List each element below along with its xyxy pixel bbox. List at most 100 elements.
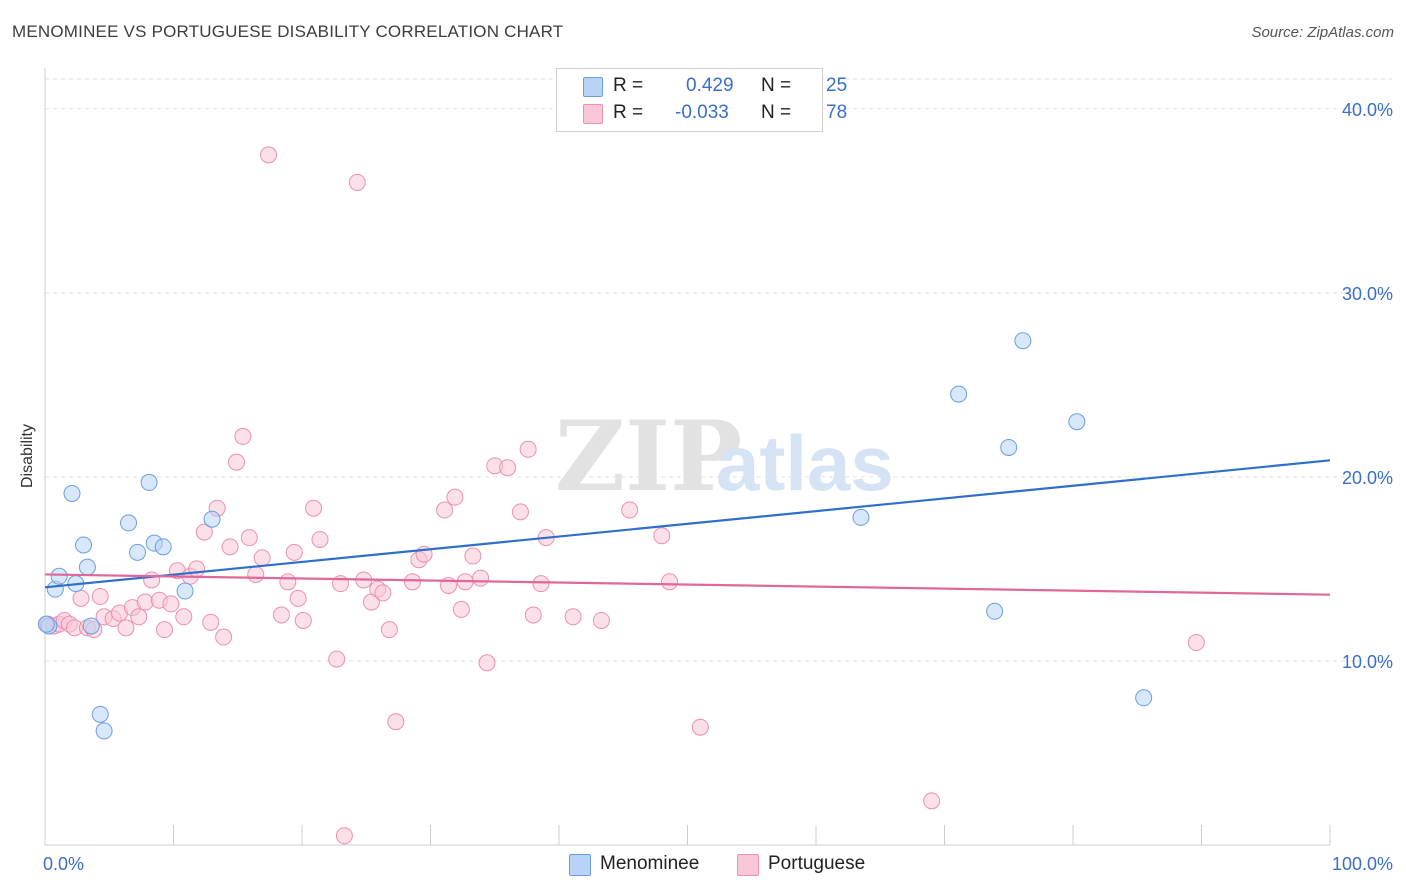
menominee-trend-line xyxy=(44,459,1331,589)
menominee-point xyxy=(91,705,109,723)
portuguese-point xyxy=(143,571,161,589)
menominee-point xyxy=(129,543,147,561)
portuguese-swatch xyxy=(583,104,603,124)
chart-title: MENOMINEE VS PORTUGUESE DISABILITY CORRE… xyxy=(12,22,564,41)
axes xyxy=(44,68,1331,846)
portuguese-point xyxy=(446,488,464,506)
n-label: N = xyxy=(761,75,792,96)
portuguese-point xyxy=(272,606,290,624)
portuguese-point xyxy=(524,606,542,624)
portuguese-point xyxy=(621,501,639,519)
trend-lines xyxy=(44,459,1331,596)
portuguese-point xyxy=(136,593,154,611)
n-value-menominee: 25 xyxy=(826,75,848,96)
portuguese-point xyxy=(387,713,405,731)
portuguese-point xyxy=(691,718,709,736)
portuguese-point xyxy=(404,573,422,591)
portuguese-point xyxy=(175,608,193,626)
portuguese-point xyxy=(472,569,490,587)
portuguese-point xyxy=(653,527,671,545)
menominee-point xyxy=(1000,438,1018,456)
r-value-portuguese: -0.033 xyxy=(675,102,729,123)
portuguese-point xyxy=(436,501,454,519)
y-tick-label: 40.0% xyxy=(1342,100,1393,120)
tick-labels: 10.0% 20.0% 30.0% 40.0% 0.0% 100.0% xyxy=(43,100,1393,874)
y-tick-label: 20.0% xyxy=(1342,468,1393,488)
menominee-point xyxy=(50,567,68,585)
r-label: R = xyxy=(613,102,644,123)
portuguese-point xyxy=(1187,634,1205,652)
portuguese-point xyxy=(260,146,278,164)
menominee-point xyxy=(1068,413,1086,431)
portuguese-point xyxy=(661,573,679,591)
portuguese-point xyxy=(499,459,517,477)
portuguese-point xyxy=(289,589,307,607)
portuguese-point xyxy=(335,827,353,845)
portuguese-point xyxy=(72,589,90,607)
portuguese-point xyxy=(311,530,329,548)
menominee-point xyxy=(75,536,93,554)
menominee-point xyxy=(154,538,172,556)
n-label: N = xyxy=(761,102,792,123)
watermark: ZIP atlas xyxy=(555,400,894,513)
menominee-point xyxy=(37,615,55,633)
menominee-point xyxy=(1135,689,1153,707)
correlation-legend: R = 0.429 N = 25 R = -0.033 N = 78 xyxy=(556,68,847,132)
menominee-point xyxy=(63,484,81,502)
portuguese-point xyxy=(221,538,239,556)
portuguese-point xyxy=(285,543,303,561)
portuguese-legend-swatch xyxy=(737,854,759,876)
portuguese-point xyxy=(294,611,312,629)
menominee-swatch xyxy=(583,77,603,97)
menominee-point xyxy=(176,582,194,600)
menominee-point xyxy=(950,385,968,403)
r-value-menominee: 0.429 xyxy=(686,75,734,96)
portuguese-point xyxy=(202,613,220,631)
portuguese-point xyxy=(380,621,398,639)
menominee-point xyxy=(82,617,100,635)
portuguese-point xyxy=(156,621,174,639)
portuguese-point xyxy=(253,549,271,567)
grid-lines xyxy=(45,78,1392,662)
portuguese-point xyxy=(452,600,470,618)
portuguese-point xyxy=(188,560,206,578)
portuguese-point xyxy=(130,608,148,626)
menominee-point xyxy=(852,508,870,526)
portuguese-point xyxy=(247,565,265,583)
portuguese-point xyxy=(464,547,482,565)
menominee-point xyxy=(140,473,158,491)
portuguese-point xyxy=(234,427,252,445)
n-value-portuguese: 78 xyxy=(826,102,848,123)
portuguese-point xyxy=(117,619,135,637)
portuguese-point xyxy=(348,173,366,191)
menominee-point xyxy=(203,510,221,528)
portuguese-point xyxy=(227,453,245,471)
portuguese-point xyxy=(215,628,233,646)
menominee-point xyxy=(986,602,1004,620)
portuguese-point xyxy=(162,595,180,613)
portuguese-point xyxy=(564,608,582,626)
menominee-point xyxy=(95,722,113,740)
portuguese-trend-line xyxy=(44,573,1331,596)
portuguese-point xyxy=(374,584,392,602)
menominee-point xyxy=(78,558,96,576)
menominee-legend-swatch xyxy=(569,854,591,876)
portuguese-point xyxy=(519,440,537,458)
y-tick-label: 10.0% xyxy=(1342,652,1393,672)
portuguese-point xyxy=(532,575,550,593)
portuguese-point xyxy=(91,588,109,606)
portuguese-point xyxy=(279,573,297,591)
portuguese-point xyxy=(511,503,529,521)
portuguese-point xyxy=(478,654,496,672)
source-credit: Source: ZipAtlas.com xyxy=(1251,24,1394,41)
portuguese-point xyxy=(305,499,323,517)
watermark-atlas: atlas xyxy=(716,419,894,507)
watermark-zip: ZIP xyxy=(555,400,742,513)
portuguese-point xyxy=(195,523,213,541)
y-tick-label: 30.0% xyxy=(1342,284,1393,304)
portuguese-point xyxy=(240,529,258,547)
portuguese-legend-label: Portuguese xyxy=(768,853,866,874)
portuguese-point xyxy=(592,611,610,629)
x-tick-label: 100.0% xyxy=(1332,854,1393,874)
